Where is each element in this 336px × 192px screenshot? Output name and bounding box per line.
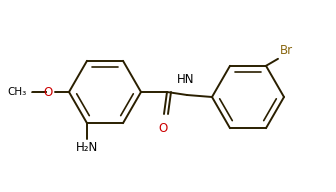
Text: methoxy: methoxy <box>27 90 33 92</box>
Text: HN: HN <box>177 73 195 86</box>
Text: O: O <box>44 85 53 98</box>
Text: O: O <box>158 122 168 135</box>
Text: Br: Br <box>280 44 293 57</box>
Text: H₂N: H₂N <box>76 141 98 154</box>
Text: methoxy: methoxy <box>27 90 33 92</box>
Text: CH₃: CH₃ <box>8 87 27 97</box>
